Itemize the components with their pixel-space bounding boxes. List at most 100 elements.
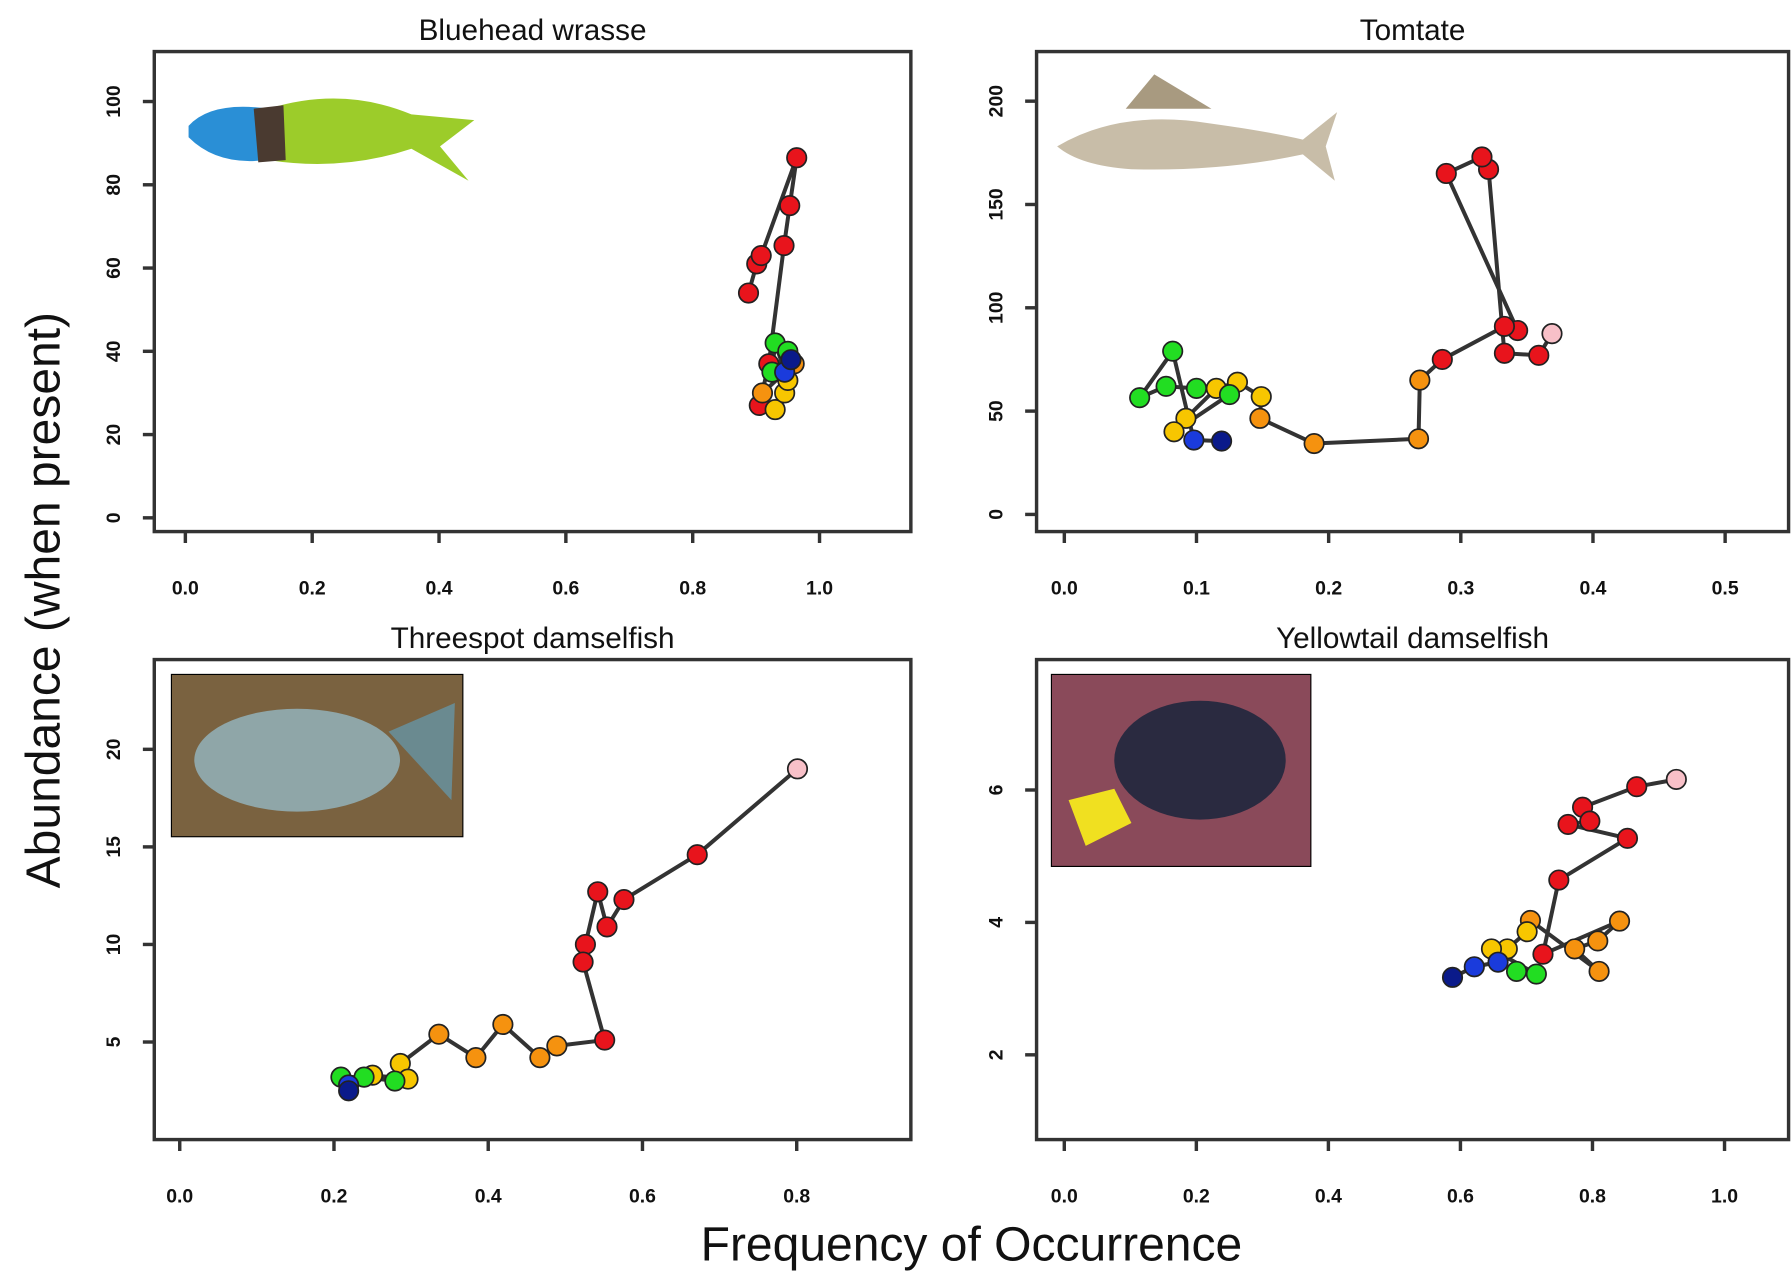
data-point (1528, 344, 1550, 366)
x-axis-title: Frequency of Occurrence (701, 1219, 1243, 1272)
data-point (1487, 951, 1509, 973)
plot-frame (152, 657, 913, 1142)
data-point (1548, 869, 1570, 891)
x-tick-label: 1.0 (806, 577, 833, 599)
y-tick-label: 150 (985, 188, 1007, 220)
y-tick-label: 15 (103, 836, 125, 858)
x-tick-label: 0.6 (552, 577, 579, 599)
y-tick-label: 5 (103, 1036, 125, 1047)
data-point (1183, 429, 1205, 451)
data-point (786, 147, 808, 169)
x-tick-label: 0.0 (1051, 1185, 1078, 1207)
data-point (773, 234, 795, 257)
y-tick-label: 2 (985, 1049, 1007, 1060)
x-tick-label: 0.4 (1315, 1185, 1342, 1207)
data-point (546, 1035, 568, 1057)
x-tick-label: 0.0 (1051, 577, 1078, 599)
y-tick-label: 10 (103, 934, 125, 956)
data-point (1407, 428, 1430, 450)
data-point (596, 916, 618, 938)
fish-illustration (1057, 74, 1338, 181)
data-point (492, 1013, 514, 1036)
data-point (686, 844, 708, 866)
data-point (465, 1047, 487, 1069)
x-tick-label: 0.6 (1447, 1185, 1474, 1207)
y-tick-label: 20 (103, 424, 125, 446)
data-point (1162, 340, 1184, 362)
data-point (1471, 146, 1493, 168)
data-point (1516, 921, 1538, 943)
x-tick-label: 0.0 (172, 577, 199, 599)
y-tick-label: 200 (985, 85, 1007, 117)
y-tick-label: 0 (103, 512, 125, 523)
data-point (1616, 827, 1639, 849)
panel-title: Threespot damselfish (391, 622, 675, 655)
data-point (764, 399, 786, 421)
x-tick-label: 0.4 (1579, 577, 1606, 599)
y-tick-label: 80 (103, 174, 125, 196)
data-point (1211, 430, 1233, 452)
data-point (587, 881, 609, 903)
data-point (1409, 369, 1431, 391)
data-point (1431, 348, 1453, 371)
data-point (1185, 377, 1208, 399)
x-tick-label: 0.0 (166, 1185, 193, 1207)
y-tick-label: 100 (103, 85, 125, 117)
x-tick-label: 0.8 (1579, 1185, 1606, 1207)
data-point (1557, 813, 1579, 835)
data-point (1250, 386, 1272, 408)
x-tick-label: 1.0 (1711, 1185, 1738, 1207)
data-point (1129, 387, 1151, 409)
fish-illustration (188, 98, 475, 181)
y-tick-label: 20 (103, 739, 125, 761)
data-point (338, 1080, 360, 1102)
data-point (1525, 963, 1547, 985)
data-point (1463, 956, 1485, 978)
data-point (529, 1047, 551, 1069)
data-point (1532, 943, 1554, 965)
panel-title: Bluehead wrasse (419, 14, 647, 47)
x-tick-label: 0.2 (320, 1185, 347, 1207)
data-point (1505, 960, 1528, 982)
data-point (1493, 315, 1515, 337)
data-point (737, 282, 760, 304)
data-point (1579, 810, 1601, 832)
fish-photo (170, 673, 464, 838)
x-tick-label: 0.6 (629, 1185, 656, 1207)
y-tick-label: 40 (103, 341, 125, 363)
fish-photo (1050, 673, 1312, 867)
data-point (428, 1023, 450, 1045)
y-tick-label: 0 (985, 509, 1007, 520)
x-tick-label: 0.5 (1712, 577, 1739, 599)
x-tick-label: 0.8 (783, 1185, 810, 1207)
y-tick-label: 6 (985, 784, 1007, 795)
x-tick-label: 0.4 (475, 1185, 502, 1207)
x-tick-label: 0.1 (1183, 577, 1210, 599)
x-tick-label: 0.4 (426, 577, 453, 599)
data-point (779, 195, 801, 217)
data-point (1588, 960, 1610, 982)
data-point (613, 888, 635, 911)
panel-title: Yellowtail damselfish (1276, 622, 1549, 655)
data-point (750, 244, 772, 267)
data-point (384, 1070, 406, 1092)
data-point (1587, 930, 1609, 952)
data-point (1303, 432, 1325, 455)
trajectory-line (1137, 154, 1554, 446)
data-point (1249, 407, 1271, 429)
data-point (1564, 938, 1586, 960)
data-point (1441, 966, 1464, 988)
y-axis-title: Abundance (when present) (17, 312, 70, 888)
data-point (1435, 162, 1457, 185)
data-point (786, 758, 809, 780)
data-point (1155, 375, 1177, 397)
data-point (1541, 323, 1563, 345)
data-point (1665, 768, 1687, 790)
x-tick-label: 0.2 (299, 577, 326, 599)
data-point (780, 349, 802, 371)
data-point (1218, 384, 1241, 406)
data-point (1626, 776, 1648, 798)
data-point (572, 951, 594, 973)
data-point (751, 382, 774, 404)
